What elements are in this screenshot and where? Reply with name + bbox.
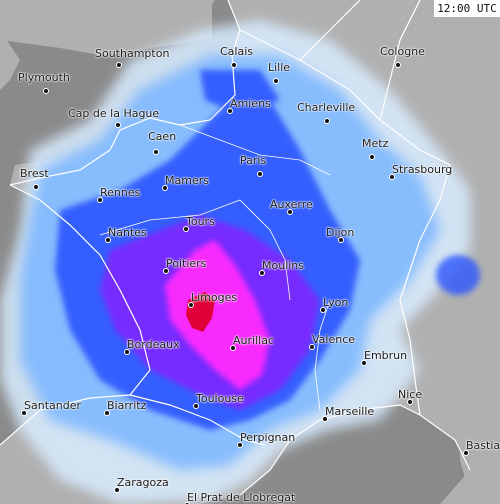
city-label-bordeaux: Bordeaux (127, 338, 180, 351)
city-label-aurillac: Aurillac (233, 334, 274, 347)
precip-layer (0, 20, 480, 504)
city-label-strasbourg: Strasbourg (392, 163, 453, 176)
city-marker-amiens (228, 109, 232, 113)
city-label-toulouse: Toulouse (196, 392, 244, 405)
city-marker-bordeaux (125, 350, 129, 354)
city-marker-auxerre (288, 210, 292, 214)
city-marker-lille (274, 79, 278, 83)
city-label-caen: Caen (148, 130, 177, 143)
city-marker-brest (34, 185, 38, 189)
city-label-tours: Tours (186, 215, 215, 228)
city-marker-cap-de-la-hague (116, 123, 120, 127)
city-marker-perpignan (238, 443, 242, 447)
precip-alps-cell (436, 255, 480, 295)
city-label-brest: Brest (20, 167, 49, 180)
city-marker-tours (184, 227, 188, 231)
border-france-spain (129, 394, 266, 446)
city-label-poitiers: Poitiers (166, 257, 207, 270)
city-label-cap-de-la-hague: Cap de la Hague (68, 107, 160, 120)
city-label-calais: Calais (220, 45, 254, 58)
precip-heavy-area (165, 240, 270, 390)
city-label-zaragoza: Zaragoza (117, 476, 169, 489)
coastline-atlantic (0, 184, 151, 446)
city-label-southampton: Southampton (95, 47, 170, 60)
city-label-rennes: Rennes (100, 186, 141, 199)
timestamp: 12:00 UTC (434, 0, 500, 17)
city-marker-poitiers (164, 269, 168, 273)
city-marker-lyon (321, 308, 325, 312)
precip-extreme-area (186, 292, 215, 332)
city-label-marseille: Marseille (325, 405, 375, 418)
city-marker-santander (22, 411, 26, 415)
city-label-metz: Metz (362, 137, 389, 150)
borders (0, 0, 471, 496)
city-label-amiens: Amiens (230, 97, 271, 110)
city-marker-caen (154, 150, 158, 154)
land-corsica (460, 415, 498, 500)
city-marker-limoges (189, 303, 193, 307)
city-label-perpignan: Perpignan (240, 431, 296, 444)
city-label-cologne: Cologne (380, 45, 425, 58)
city-label-embrun: Embrun (364, 349, 408, 362)
city-marker-southampton (117, 63, 121, 67)
city-label-moulins: Moulins (262, 259, 305, 272)
city-marker-nice (408, 400, 412, 404)
city-label-dijon: Dijon (326, 226, 355, 239)
border-belgium-germany (299, 0, 421, 121)
city-marker-cologne (396, 63, 400, 67)
city-label-bastia: Bastia (466, 439, 500, 452)
city-marker-biarritz (105, 411, 109, 415)
city-label-lille: Lille (268, 61, 291, 74)
city-marker-marseille (323, 417, 327, 421)
border-france-east (239, 29, 451, 416)
city-label-auxerre: Auxerre (270, 198, 313, 211)
city-marker-mamers (163, 186, 167, 190)
land-england-south (0, 0, 212, 55)
city-label-plymouth: Plymouth (18, 71, 70, 84)
city-label-biarritz: Biarritz (107, 399, 147, 412)
city-marker-valence (310, 345, 314, 349)
city-label-lyon: Lyon (323, 296, 349, 309)
river-seine (179, 124, 331, 176)
city-label-el-prat-de-llobregat: El Prat de Llobregat (187, 491, 296, 504)
city-label-mamers: Mamers (165, 174, 209, 187)
city-label-santander: Santander (24, 399, 81, 412)
river-rhone (314, 299, 331, 411)
city-label-valence: Valence (312, 333, 356, 346)
city-marker-strasbourg (390, 175, 394, 179)
city-marker-zaragoza (115, 488, 119, 492)
city-label-nice: Nice (398, 388, 423, 401)
city-label-limoges: Limoges (191, 291, 238, 304)
coastline-channel (9, 0, 241, 186)
city-marker-metz (370, 155, 374, 159)
city-marker-paris (258, 172, 262, 176)
city-marker-bastia (464, 451, 468, 455)
coastline-mediterranean (239, 404, 471, 496)
city-marker-aurillac (231, 346, 235, 350)
city-marker-plymouth (44, 89, 48, 93)
city-marker-rennes (98, 198, 102, 202)
city-marker-toulouse (194, 404, 198, 408)
city-marker-dijon (339, 238, 343, 242)
city-label-charleville: Charleville (297, 101, 356, 114)
river-loire (99, 199, 291, 301)
city-marker-moulins (260, 271, 264, 275)
city-marker-charleville (325, 119, 329, 123)
city-marker-nantes (106, 238, 110, 242)
city-marker-calais (232, 63, 236, 67)
city-marker-embrun (362, 361, 366, 365)
city-label-paris: Paris (240, 154, 267, 167)
city-label-nantes: Nantes (108, 226, 147, 239)
